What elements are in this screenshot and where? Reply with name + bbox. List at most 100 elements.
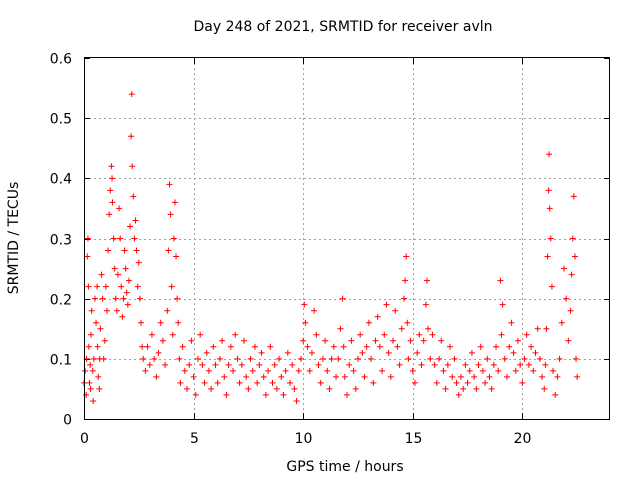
data-point: [134, 283, 141, 290]
data-point: [341, 373, 348, 380]
data-point: [254, 379, 261, 386]
data-point: [416, 331, 423, 338]
data-point: [100, 355, 107, 362]
data-point: [148, 331, 155, 338]
data-point: [482, 379, 489, 386]
data-point: [523, 331, 530, 338]
data-point: [128, 91, 135, 98]
data-point: [530, 367, 537, 374]
data-point: [521, 355, 528, 362]
data-point: [219, 337, 226, 344]
data-point: [425, 325, 432, 332]
data-point: [525, 361, 532, 368]
data-point: [137, 319, 144, 326]
data-point: [238, 361, 245, 368]
data-point: [109, 175, 116, 182]
data-point: [118, 283, 125, 290]
data-point: [346, 361, 353, 368]
data-point: [287, 379, 294, 386]
data-point: [240, 337, 247, 344]
data-point: [203, 349, 210, 356]
data-point: [403, 253, 410, 260]
x-tick-label: 15: [405, 431, 423, 447]
data-point: [176, 355, 183, 362]
data-point: [109, 199, 116, 206]
data-point: [381, 331, 388, 338]
data-point: [280, 391, 287, 398]
data-point: [95, 373, 102, 380]
data-point: [136, 295, 143, 302]
data-point: [567, 307, 574, 314]
data-point: [313, 331, 320, 338]
data-point: [449, 373, 456, 380]
data-point: [284, 349, 291, 356]
data-point: [162, 361, 169, 368]
data-point: [348, 337, 355, 344]
data-point: [563, 295, 570, 302]
data-point: [330, 343, 337, 350]
data-point: [404, 319, 411, 326]
data-point: [488, 385, 495, 392]
data-point: [457, 373, 464, 380]
data-point: [510, 349, 517, 356]
data-point: [390, 337, 397, 344]
data-point: [475, 361, 482, 368]
data-point: [429, 331, 436, 338]
data-point: [438, 337, 445, 344]
x-tick-label: 10: [295, 431, 313, 447]
data-point: [340, 343, 347, 350]
data-point: [269, 379, 276, 386]
data-point: [129, 163, 136, 170]
data-point: [344, 391, 350, 398]
data-point: [447, 343, 454, 350]
data-point: [556, 355, 563, 362]
data-point: [370, 379, 377, 386]
data-point: [127, 223, 134, 230]
data-point: [541, 385, 548, 392]
data-point: [142, 367, 149, 374]
data-point: [135, 259, 142, 266]
data-point: [431, 361, 438, 368]
data-point: [436, 355, 443, 362]
data-point: [194, 355, 201, 362]
data-point: [552, 391, 559, 398]
data-point: [91, 295, 98, 302]
data-point: [177, 379, 184, 386]
data-point: [84, 235, 91, 242]
data-point: [119, 313, 126, 320]
data-point: [498, 331, 505, 338]
data-point: [159, 337, 166, 344]
data-point: [295, 367, 302, 374]
data-point: [188, 337, 195, 344]
data-point: [326, 385, 333, 392]
y-tick-label: 0.1: [50, 353, 72, 369]
data-point: [319, 355, 326, 362]
data-point: [113, 307, 120, 314]
data-point: [354, 355, 361, 362]
data-point: [512, 367, 519, 374]
data-point: [243, 373, 250, 380]
data-point: [442, 385, 449, 392]
x-tick-label: 20: [514, 431, 532, 447]
data-point: [300, 337, 307, 344]
data-point: [453, 379, 460, 386]
x-axis-ticks: 0 5 10 15 20: [80, 58, 531, 447]
data-point: [186, 361, 193, 368]
data-point: [291, 385, 298, 392]
data-point: [234, 355, 241, 362]
y-axis-label: SRMTID / TECUs: [6, 182, 22, 295]
data-point: [245, 385, 252, 392]
data-point: [565, 337, 572, 344]
data-point: [108, 163, 115, 170]
data-point: [212, 361, 219, 368]
data-point: [400, 295, 407, 302]
data-point: [387, 373, 394, 380]
data-point: [365, 319, 372, 326]
data-point: [225, 361, 232, 368]
data-point: [536, 355, 543, 362]
data-point: [227, 343, 234, 350]
data-point: [532, 349, 539, 356]
data-point: [112, 295, 119, 302]
data-point: [273, 385, 280, 392]
data-point: [98, 271, 105, 278]
